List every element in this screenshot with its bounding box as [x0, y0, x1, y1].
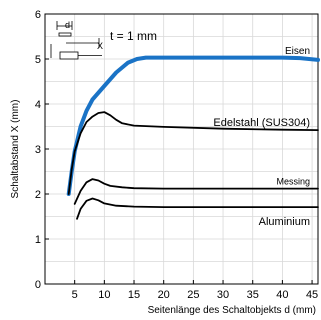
series-line-edelstahl-sus304	[67, 111, 319, 195]
labels: Eisen Edelstahl (SUS304) Messing Aluminium	[213, 46, 310, 228]
series-line-eisen	[66, 55, 320, 196]
inset-diagram: d X t = 1 mm	[50, 20, 157, 60]
x-tick-label: 5	[72, 289, 78, 301]
series-label-aluminium: Aluminium	[259, 216, 310, 228]
series-line-aluminium	[76, 197, 319, 220]
y-tick-label: 0	[35, 279, 41, 291]
x-tick-label: 20	[158, 289, 170, 301]
x-axis-title: Seitenlänge des Schaltobjekts d (mm)	[148, 305, 316, 316]
x-tick-label: 30	[217, 289, 229, 301]
series-lines	[66, 55, 320, 220]
y-tick-label: 2	[35, 189, 41, 201]
inset-sensor	[59, 51, 79, 60]
y-tick-label: 6	[35, 9, 41, 21]
y-axis-title: Schaltabstand X (mm)	[10, 100, 21, 199]
x-tick-label: 35	[247, 289, 259, 301]
grid	[45, 14, 318, 284]
series-label-messing: Messing	[276, 176, 310, 186]
y-tick-label: 5	[35, 54, 41, 66]
y-tick-label: 4	[35, 99, 41, 111]
series-line-messing	[73, 178, 319, 205]
y-tick-label: 1	[35, 234, 41, 246]
inset-x-label: X	[97, 41, 103, 51]
inset-d-label: d	[65, 20, 70, 30]
inset-thickness-label: t = 1 mm	[110, 29, 157, 43]
series-label-edelstahl-sus304: Edelstahl (SUS304)	[213, 117, 310, 129]
y-tick-label: 3	[35, 144, 41, 156]
x-tick-label: 15	[128, 289, 140, 301]
x-tick-label: 25	[187, 289, 199, 301]
series-label-eisen: Eisen	[285, 46, 310, 57]
inset-target-plate	[58, 32, 72, 37]
x-tick-label: 40	[276, 289, 288, 301]
x-tick-label: 45	[306, 289, 318, 301]
x-tick-label: 10	[98, 289, 110, 301]
